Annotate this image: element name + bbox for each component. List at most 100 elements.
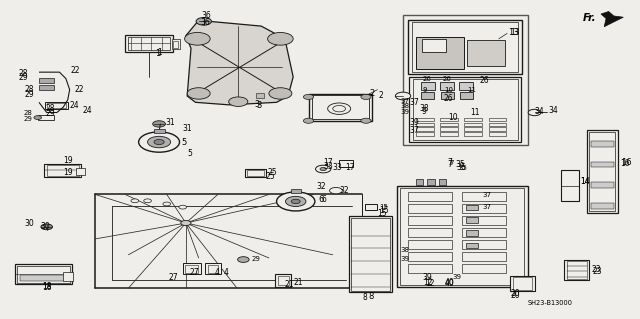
Bar (38, 115, 54, 120)
Bar (308, 94, 372, 121)
Bar (440, 123, 458, 126)
Bar (488, 118, 506, 122)
Bar (15, 264, 72, 284)
Text: 35: 35 (456, 160, 465, 169)
Text: 17: 17 (323, 158, 333, 167)
Circle shape (187, 88, 210, 99)
Text: 1: 1 (156, 48, 161, 58)
Bar (466, 217, 478, 223)
Text: 15: 15 (380, 206, 389, 215)
Bar (185, 265, 198, 273)
Bar (76, 168, 85, 175)
Text: 26: 26 (422, 77, 431, 83)
Text: 2: 2 (370, 89, 375, 98)
Bar (463, 252, 506, 261)
Text: 33: 33 (323, 162, 333, 171)
Bar (349, 216, 392, 292)
Bar (463, 216, 506, 225)
Bar (460, 82, 473, 90)
Bar (510, 276, 534, 291)
Bar (440, 132, 458, 136)
Bar (401, 188, 524, 285)
Bar (182, 263, 200, 274)
Bar (408, 20, 522, 74)
Circle shape (361, 118, 371, 123)
Circle shape (163, 202, 171, 206)
Text: 24: 24 (83, 107, 92, 115)
Text: 28: 28 (25, 85, 35, 94)
Text: 3: 3 (254, 100, 259, 109)
Bar (591, 182, 614, 188)
Bar (207, 265, 218, 273)
Bar (439, 179, 447, 185)
Bar (312, 95, 369, 119)
Bar (47, 103, 66, 108)
Bar (488, 132, 506, 136)
Bar (416, 132, 434, 136)
Circle shape (291, 199, 300, 204)
Text: 21: 21 (284, 279, 294, 288)
Text: 23: 23 (591, 265, 601, 274)
Text: 15: 15 (378, 209, 387, 218)
Bar (466, 230, 478, 236)
Text: 16: 16 (620, 159, 630, 168)
Text: 29: 29 (25, 90, 35, 99)
Circle shape (269, 88, 292, 99)
Text: 38: 38 (401, 103, 410, 109)
Bar (488, 123, 506, 126)
Text: 14: 14 (580, 177, 590, 186)
Bar (246, 170, 264, 176)
Bar (513, 277, 532, 290)
Text: 23: 23 (593, 267, 602, 276)
Circle shape (180, 220, 191, 226)
Circle shape (237, 257, 249, 263)
Text: 29: 29 (24, 116, 33, 122)
Bar (408, 216, 452, 225)
Text: 31: 31 (182, 124, 193, 133)
Bar (428, 179, 435, 185)
Circle shape (34, 116, 42, 120)
Text: 25: 25 (266, 172, 275, 181)
Bar (408, 228, 452, 237)
Bar (422, 40, 447, 51)
Text: 8: 8 (363, 293, 367, 302)
Circle shape (148, 136, 171, 148)
Text: 27: 27 (189, 268, 199, 278)
Bar (465, 123, 482, 126)
Bar (20, 275, 65, 281)
Bar (125, 35, 173, 51)
Text: 35: 35 (458, 165, 467, 171)
Text: 13: 13 (508, 28, 519, 37)
Circle shape (361, 94, 371, 100)
Text: 22: 22 (74, 85, 84, 94)
Text: 12: 12 (424, 278, 433, 287)
Circle shape (396, 92, 411, 100)
Text: 31: 31 (166, 117, 175, 127)
Text: 30: 30 (24, 219, 34, 228)
Circle shape (276, 192, 315, 211)
Bar (339, 160, 353, 167)
Bar (442, 92, 454, 99)
Bar (467, 41, 505, 66)
Bar (278, 276, 289, 285)
Bar (39, 85, 54, 90)
Bar (416, 118, 434, 122)
Text: 39: 39 (452, 274, 462, 280)
Text: 18: 18 (42, 282, 52, 291)
Bar (463, 264, 506, 273)
Circle shape (528, 109, 541, 116)
Bar (591, 203, 614, 209)
Polygon shape (601, 11, 623, 27)
Text: 28: 28 (45, 104, 55, 113)
Bar (351, 218, 390, 291)
Bar (408, 240, 452, 249)
Text: 10: 10 (445, 87, 454, 93)
Bar (440, 82, 454, 90)
Bar (463, 240, 506, 249)
Text: 6: 6 (318, 195, 323, 204)
Bar (408, 192, 452, 201)
Circle shape (285, 196, 306, 206)
Bar (63, 272, 74, 281)
Circle shape (179, 205, 186, 209)
Bar (440, 127, 458, 131)
